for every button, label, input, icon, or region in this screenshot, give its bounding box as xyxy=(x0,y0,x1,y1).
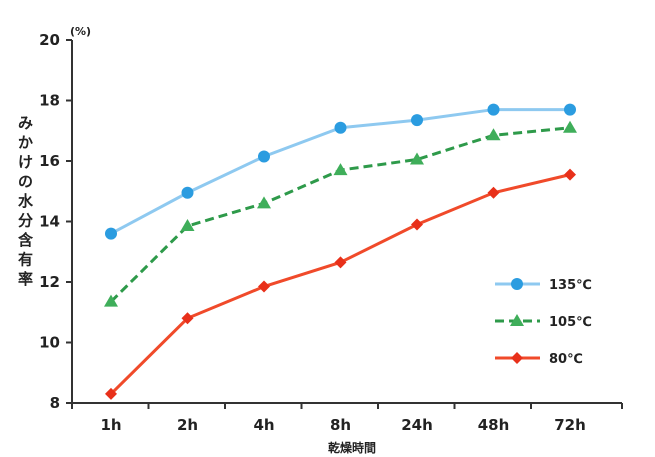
data-point xyxy=(411,218,423,231)
data-point xyxy=(411,114,423,127)
y-axis-unit: (%) xyxy=(70,25,91,38)
legend-item: 135℃ xyxy=(495,278,592,293)
data-point xyxy=(181,186,194,199)
data-point xyxy=(410,152,424,165)
legend-item: 105℃ xyxy=(495,314,592,330)
data-point xyxy=(486,128,501,141)
data-point xyxy=(564,168,576,181)
y-tick-label: 14 xyxy=(39,213,60,231)
series-2 xyxy=(105,168,576,400)
data-point xyxy=(334,121,347,134)
y-ticks: 8 10 12 14 16 18 20 xyxy=(39,31,72,412)
data-point xyxy=(104,294,118,307)
x-tick-label: 2h xyxy=(177,416,198,434)
series-1 xyxy=(104,120,577,307)
y-tick-label: 20 xyxy=(39,31,60,49)
data-point xyxy=(563,120,577,133)
series-group xyxy=(104,103,577,400)
x-axis-label: 乾燥時間 xyxy=(328,440,376,455)
x-tick-label: 24h xyxy=(401,416,433,434)
y-tick-label: 16 xyxy=(39,152,60,170)
legend-label: 80℃ xyxy=(549,352,583,367)
legend-marker xyxy=(511,352,523,364)
x-tick-label: 48h xyxy=(478,416,510,434)
data-point xyxy=(487,103,500,116)
x-ticks: 1h 2h 4h 8h 24h 48h 72h xyxy=(71,403,623,434)
data-point xyxy=(105,227,117,240)
data-point xyxy=(564,103,576,116)
data-point xyxy=(257,196,271,209)
y-tick-label: 18 xyxy=(39,92,60,110)
x-tick-label: 1h xyxy=(100,416,121,434)
y-tick-label: 8 xyxy=(50,394,60,412)
series-line xyxy=(109,126,571,303)
legend: 135℃ 105℃ 80℃ xyxy=(495,278,592,367)
legend-marker xyxy=(510,314,524,326)
data-point xyxy=(181,312,194,325)
data-point xyxy=(487,186,500,199)
y-tick-label: 10 xyxy=(39,334,60,352)
legend-label: 135℃ xyxy=(549,278,592,293)
x-tick-label: 4h xyxy=(253,416,274,434)
data-point xyxy=(258,280,270,293)
y-tick-label: 12 xyxy=(39,273,60,291)
legend-item: 80℃ xyxy=(495,352,583,367)
series-0 xyxy=(105,103,576,240)
data-point xyxy=(333,163,348,176)
data-point xyxy=(180,219,195,232)
data-point xyxy=(334,256,347,269)
y-axis-title: みかけの水分含有率 xyxy=(18,114,34,288)
data-point xyxy=(258,150,270,163)
y-axis-label: みかけの水分含有率 xyxy=(18,114,34,288)
x-tick-label: 72h xyxy=(554,416,586,434)
legend-label: 105℃ xyxy=(549,315,592,330)
legend-marker xyxy=(511,278,523,290)
data-point xyxy=(105,387,117,400)
x-tick-label: 8h xyxy=(330,416,351,434)
